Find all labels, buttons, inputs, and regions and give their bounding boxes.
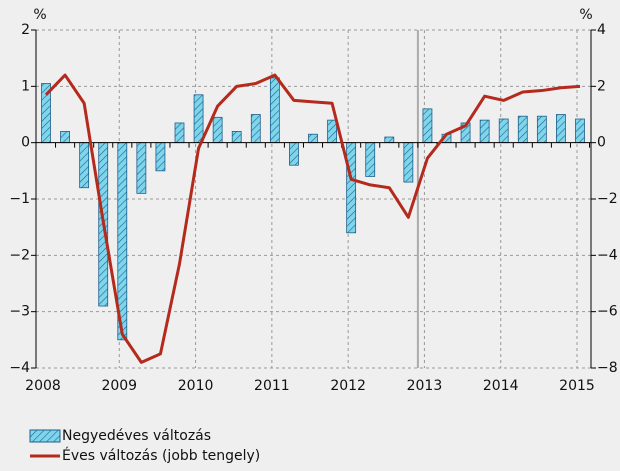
legend-swatch	[29, 429, 61, 443]
bar	[155, 142, 166, 172]
bar	[365, 142, 376, 177]
y-tick-label: 0	[21, 135, 30, 151]
x-tick-label: 2010	[178, 378, 214, 394]
bar	[60, 130, 70, 144]
bar	[289, 142, 299, 166]
bar	[479, 119, 490, 144]
bar	[346, 142, 357, 234]
y-tick-label: −2	[9, 247, 30, 263]
legend-label: Negyedéves változás	[62, 428, 211, 444]
y2-tick-label: 0	[597, 135, 606, 151]
x-tick-label: 2008	[25, 378, 61, 394]
x-tick-label: 2013	[407, 378, 443, 394]
legend-label: Éves változás (jobb tengely)	[62, 447, 260, 464]
bar	[517, 115, 528, 144]
y-tick-label: 2	[21, 22, 30, 38]
y2-tick-label: −4	[597, 247, 618, 263]
x-tick-label: 2009	[101, 378, 137, 394]
y2-tick-label: 4	[597, 22, 606, 38]
bar	[422, 108, 433, 144]
bar	[498, 118, 509, 144]
y-tick-label: −1	[9, 191, 30, 207]
bar	[269, 77, 280, 144]
y-unit: %	[33, 7, 46, 23]
y2-tick-label: −2	[597, 191, 618, 207]
y2-unit: %	[579, 7, 592, 23]
bar	[193, 94, 204, 144]
y-tick-label: 1	[21, 78, 30, 94]
bar	[174, 122, 185, 144]
y2-tick-label: −8	[597, 360, 618, 376]
bar	[212, 116, 223, 144]
bar	[231, 130, 242, 144]
x-tick-label: 2011	[254, 378, 290, 394]
y-tick-label: −3	[9, 304, 30, 320]
line	[44, 73, 581, 364]
bar	[308, 133, 318, 144]
y2-tick-label: −6	[597, 304, 618, 320]
bar	[575, 118, 585, 144]
bar	[384, 136, 395, 144]
y-tick-label: −4	[9, 360, 30, 376]
bar	[327, 119, 337, 144]
bar	[136, 142, 147, 194]
bar	[79, 142, 90, 189]
bar	[403, 142, 414, 183]
y2-tick-label: 2	[597, 78, 606, 94]
x-tick-label: 2015	[559, 378, 595, 394]
bar	[250, 114, 261, 144]
bar	[536, 115, 547, 144]
x-tick-label: 2014	[483, 378, 519, 394]
bar	[556, 114, 566, 144]
x-tick-label: 2012	[330, 378, 366, 394]
